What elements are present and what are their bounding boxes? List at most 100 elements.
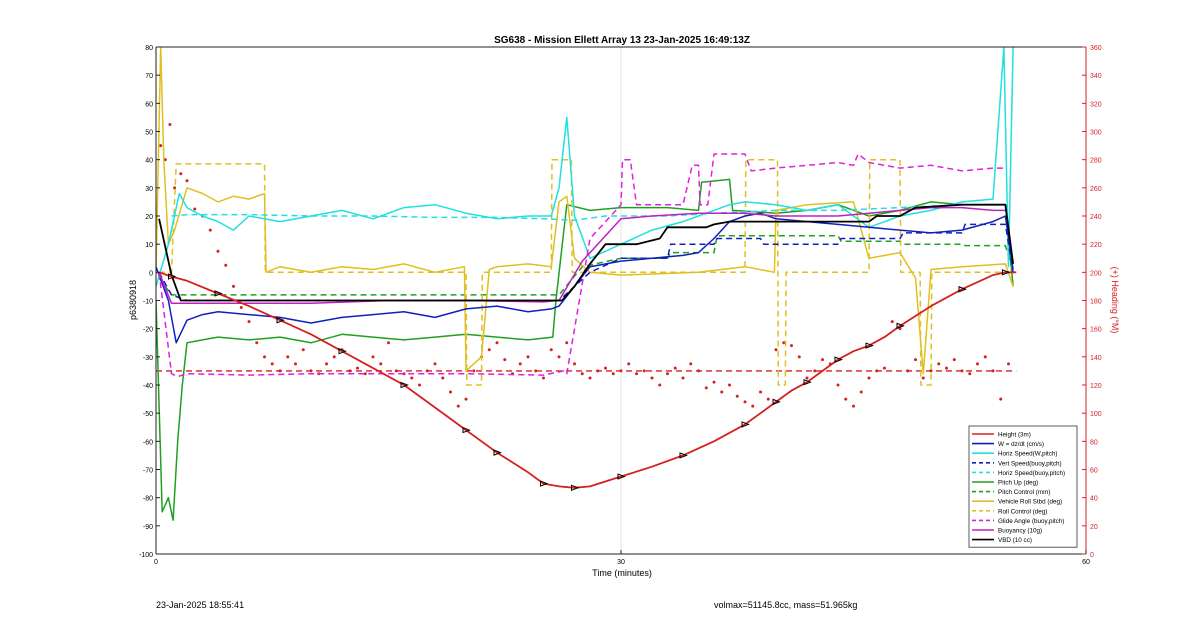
heading-point: [642, 369, 646, 373]
heading-point: [735, 394, 739, 398]
heading-point: [379, 362, 383, 366]
y2-tick-label: 20: [1090, 524, 1098, 531]
heading-point: [976, 362, 979, 366]
heading-point: [542, 376, 545, 380]
y2-tick-label: 60: [1090, 468, 1098, 475]
heading-point: [836, 383, 840, 387]
y2-tick-label: 40: [1090, 496, 1098, 503]
height-marker: [1001, 269, 1011, 276]
y2-tick-label: 260: [1090, 186, 1102, 193]
heading-point: [232, 284, 235, 288]
height-marker: [896, 322, 905, 330]
legend-label: Roll Control (deg): [998, 508, 1047, 515]
series-line: [158, 223, 1014, 302]
series-line: [156, 212, 1014, 344]
y2-tick-label: 0: [1090, 552, 1094, 559]
heading-point: [596, 369, 600, 373]
heading-point: [999, 397, 1003, 401]
heading-point: [952, 358, 956, 362]
legend-label: Pitch Up (deg): [998, 480, 1038, 487]
height-marker: [276, 316, 285, 324]
legend-label: Glide Angle (buoy,pitch): [998, 518, 1064, 525]
height-marker: [803, 378, 812, 386]
heading-point: [216, 249, 220, 253]
y-tick-label: -60: [143, 439, 153, 446]
footer-timestamp: 23-Jan-2025 18:55:41: [156, 600, 245, 610]
heading-point: [945, 366, 948, 370]
heading-point: [387, 341, 390, 345]
heading-point: [766, 397, 770, 401]
heading-point: [394, 369, 398, 373]
legend-label: W = dz/dt (cm/s): [998, 441, 1044, 448]
heading-point: [751, 404, 755, 408]
y2-axis-label: (+) Heading (°M): [1110, 267, 1120, 334]
heading-point: [325, 362, 328, 366]
series-line: [171, 203, 1006, 221]
y2-tick-label: 320: [1090, 101, 1102, 108]
heading-point: [875, 369, 879, 373]
heading-point: [464, 397, 468, 401]
height-marker: [338, 347, 347, 355]
y-tick-label: 20: [145, 214, 153, 221]
heading-point: [356, 366, 359, 370]
heading-point: [294, 362, 297, 366]
y2-tick-label: 140: [1090, 355, 1102, 362]
series-line: [156, 178, 1014, 521]
legend-label: Height (3m): [998, 432, 1031, 439]
y2-tick-label: 340: [1090, 73, 1102, 80]
heading-point: [937, 362, 941, 366]
heading-point: [666, 372, 669, 376]
heading-point: [929, 369, 933, 373]
footer-volmax-mass: volmax=51145.8cc, mass=51.965kg: [714, 600, 858, 610]
legend: Height (3m) W = dz/dt (cm/s) Horiz Speed(W…: [968, 425, 1078, 548]
heading-point: [635, 372, 638, 376]
heading-point: [410, 376, 414, 380]
heading-point: [697, 369, 700, 373]
y-tick-label: -40: [143, 383, 153, 390]
series-line: [158, 153, 1006, 378]
y2-tick-label: 200: [1090, 270, 1102, 277]
y-tick-label: 70: [145, 73, 153, 80]
heading-point: [673, 366, 677, 370]
series-line: [156, 47, 1014, 375]
height-marker: [400, 381, 409, 389]
heading-point: [627, 362, 631, 366]
height-marker: [865, 342, 874, 349]
y2-tick-label: 180: [1090, 299, 1102, 306]
heading-point: [418, 383, 421, 387]
plot-series-group: [156, 47, 1017, 521]
heading-point: [991, 369, 995, 373]
heading-point: [495, 341, 499, 345]
heading-point: [689, 362, 693, 366]
height-marker: [493, 449, 502, 456]
height-marker: [834, 356, 843, 363]
height-marker: [168, 273, 177, 280]
height-marker: [617, 473, 626, 480]
heading-point: [968, 372, 972, 376]
heading-point: [270, 362, 274, 366]
y-tick-label: 10: [145, 242, 153, 249]
heading-point: [518, 362, 522, 366]
heading-point: [604, 366, 607, 370]
y2-tick-label: 80: [1090, 439, 1098, 446]
heading-point: [487, 348, 491, 352]
heading-point: [1007, 362, 1010, 366]
heading-point: [852, 404, 855, 408]
heading-point: [332, 355, 336, 359]
y-tick-label: -70: [143, 468, 153, 475]
heading-point: [743, 400, 747, 404]
heading-point: [914, 358, 917, 362]
heading-point: [159, 144, 163, 148]
heading-point: [534, 369, 538, 373]
legend-label: Pitch Control (mm): [998, 489, 1050, 496]
y-tick-label: -30: [143, 355, 153, 362]
heading-point: [859, 390, 863, 394]
heading-point: [704, 386, 708, 390]
height-marker: [741, 421, 750, 428]
heading-point: [921, 376, 925, 380]
y-tick-label: 0: [149, 270, 153, 277]
y2-tick-label: 360: [1090, 45, 1102, 52]
legend-box: [968, 425, 1078, 548]
heading-point: [983, 355, 987, 359]
heading-point: [960, 369, 964, 373]
